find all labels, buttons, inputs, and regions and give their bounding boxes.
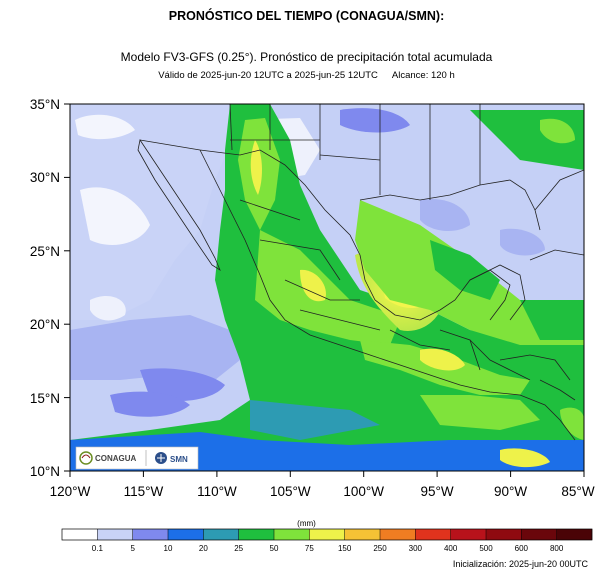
colorbar-label: 600 xyxy=(515,544,529,553)
validity-line: Válido de 2025-jun-20 12UTC a 2025-jun-2… xyxy=(0,70,613,81)
country-borders xyxy=(137,104,584,441)
colorbar-label: 150 xyxy=(338,544,352,553)
colorbar: 0.1 5 10 20 25 50 75 150 250 300 400 500 600 800 xyxy=(61,528,593,553)
colorbar-swatch xyxy=(274,529,310,540)
colorbar-label: 25 xyxy=(234,544,243,553)
lon-label-105: 105°W xyxy=(270,484,311,499)
lon-label-95: 95°W xyxy=(421,484,454,499)
latitude-axis: 35°N 30°N 25°N 20°N 15°N 10°N xyxy=(30,97,70,479)
forecast-range: Alcance: 120 h xyxy=(391,70,455,81)
logos-box: CONAGUA SMN xyxy=(75,446,199,470)
chart-subtitle: Modelo FV3-GFS (0.25°). Pronóstico de pr… xyxy=(120,50,493,64)
conagua-logo: CONAGUA xyxy=(79,451,137,465)
colorbar-swatch xyxy=(556,529,593,540)
lon-label-120: 120°W xyxy=(50,484,91,499)
lon-label-115: 115°W xyxy=(124,484,164,499)
longitude-axis: 120°W 115°W 110°W 105°W 100°W 95°W 90°W … xyxy=(50,471,595,499)
colorbar-label: 800 xyxy=(550,544,564,553)
colorbar-swatch xyxy=(203,529,239,540)
colorbar-swatch xyxy=(132,529,169,540)
lat-label-35: 35°N xyxy=(30,97,60,112)
colorbar-label: 0.1 xyxy=(92,544,104,553)
lat-label-25: 25°N xyxy=(30,244,60,259)
precip-field xyxy=(70,104,584,471)
lat-label-10: 10°N xyxy=(30,464,60,479)
svg-text:SMN: SMN xyxy=(170,455,188,464)
lon-label-85: 85°W xyxy=(561,484,594,499)
colorbar-frame xyxy=(61,528,593,541)
colorbar-label: 75 xyxy=(305,544,314,553)
colorbar-label: 400 xyxy=(444,544,458,553)
colorbar-label: 500 xyxy=(479,544,493,553)
colorbar-swatch xyxy=(168,529,204,540)
colorbar-swatch xyxy=(309,529,345,540)
colorbar-label: 20 xyxy=(199,544,208,553)
colorbar-swatch xyxy=(97,529,133,540)
colorbar-swatch xyxy=(521,529,557,540)
colorbar-swatch xyxy=(62,529,98,540)
colorbar-units: (mm) xyxy=(297,519,316,528)
colorbar-label: 250 xyxy=(373,544,387,553)
lon-label-100: 100°W xyxy=(343,484,384,499)
chart-title: PRONÓSTICO DEL TIEMPO (CONAGUA/SMN): xyxy=(168,9,445,23)
colorbar-label: 5 xyxy=(130,544,135,553)
lon-label-90: 90°W xyxy=(494,484,527,499)
colorbar-swatch xyxy=(486,529,522,540)
colorbar-swatch xyxy=(450,529,487,540)
colorbar-swatch xyxy=(238,529,275,540)
colorbar-label: 10 xyxy=(164,544,173,553)
colorbar-swatch xyxy=(380,529,416,540)
colorbar-swatch xyxy=(344,529,381,540)
lon-label-110: 110°W xyxy=(197,484,237,499)
smn-logo: SMN xyxy=(155,452,188,464)
svg-text:CONAGUA: CONAGUA xyxy=(95,454,137,463)
colorbar-label: 50 xyxy=(270,544,279,553)
lat-label-30: 30°N xyxy=(30,170,60,185)
colorbar-swatch xyxy=(415,529,451,540)
map-frame xyxy=(69,103,585,472)
lat-label-20: 20°N xyxy=(30,317,60,332)
initialization-time: Inicialización: 2025-jun-20 00UTC xyxy=(452,559,588,569)
lat-label-15: 15°N xyxy=(30,391,60,406)
validity-period: Válido de 2025-jun-20 12UTC a 2025-jun-2… xyxy=(158,70,378,81)
colorbar-label: 300 xyxy=(409,544,423,553)
